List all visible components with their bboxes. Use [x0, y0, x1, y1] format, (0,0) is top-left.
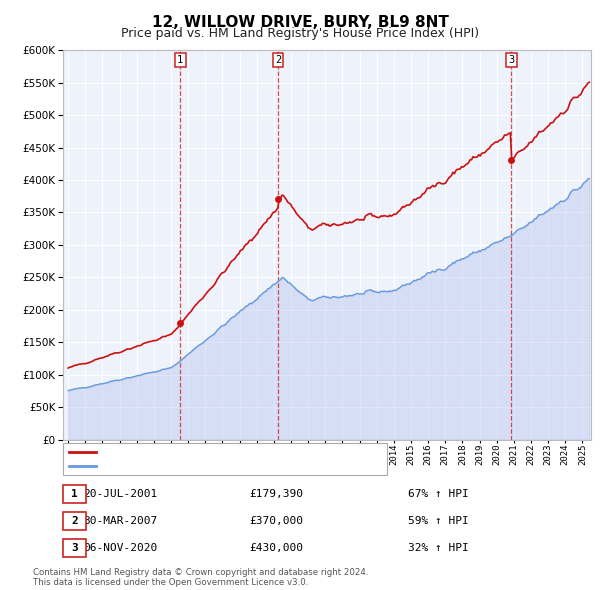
- Text: 3: 3: [71, 543, 78, 553]
- Text: £430,000: £430,000: [249, 543, 303, 553]
- Text: £179,390: £179,390: [249, 489, 303, 499]
- Text: 06-NOV-2020: 06-NOV-2020: [83, 543, 157, 553]
- Text: 3: 3: [508, 55, 514, 65]
- Text: 2: 2: [71, 516, 78, 526]
- Text: 2: 2: [275, 55, 281, 65]
- Text: 32% ↑ HPI: 32% ↑ HPI: [407, 543, 469, 553]
- Text: £370,000: £370,000: [249, 516, 303, 526]
- Text: 12, WILLOW DRIVE, BURY, BL9 8NT (detached house): 12, WILLOW DRIVE, BURY, BL9 8NT (detache…: [100, 447, 377, 457]
- Text: 12, WILLOW DRIVE, BURY, BL9 8NT: 12, WILLOW DRIVE, BURY, BL9 8NT: [152, 15, 448, 30]
- Text: 1: 1: [177, 55, 184, 65]
- Text: 20-JUL-2001: 20-JUL-2001: [83, 489, 157, 499]
- Text: Price paid vs. HM Land Registry's House Price Index (HPI): Price paid vs. HM Land Registry's House …: [121, 27, 479, 40]
- Text: 67% ↑ HPI: 67% ↑ HPI: [407, 489, 469, 499]
- Text: 30-MAR-2007: 30-MAR-2007: [83, 516, 157, 526]
- Text: 1: 1: [71, 489, 78, 499]
- Text: 59% ↑ HPI: 59% ↑ HPI: [407, 516, 469, 526]
- Text: Contains HM Land Registry data © Crown copyright and database right 2024.
This d: Contains HM Land Registry data © Crown c…: [33, 568, 368, 587]
- Text: HPI: Average price, detached house, Bury: HPI: Average price, detached house, Bury: [100, 461, 317, 471]
